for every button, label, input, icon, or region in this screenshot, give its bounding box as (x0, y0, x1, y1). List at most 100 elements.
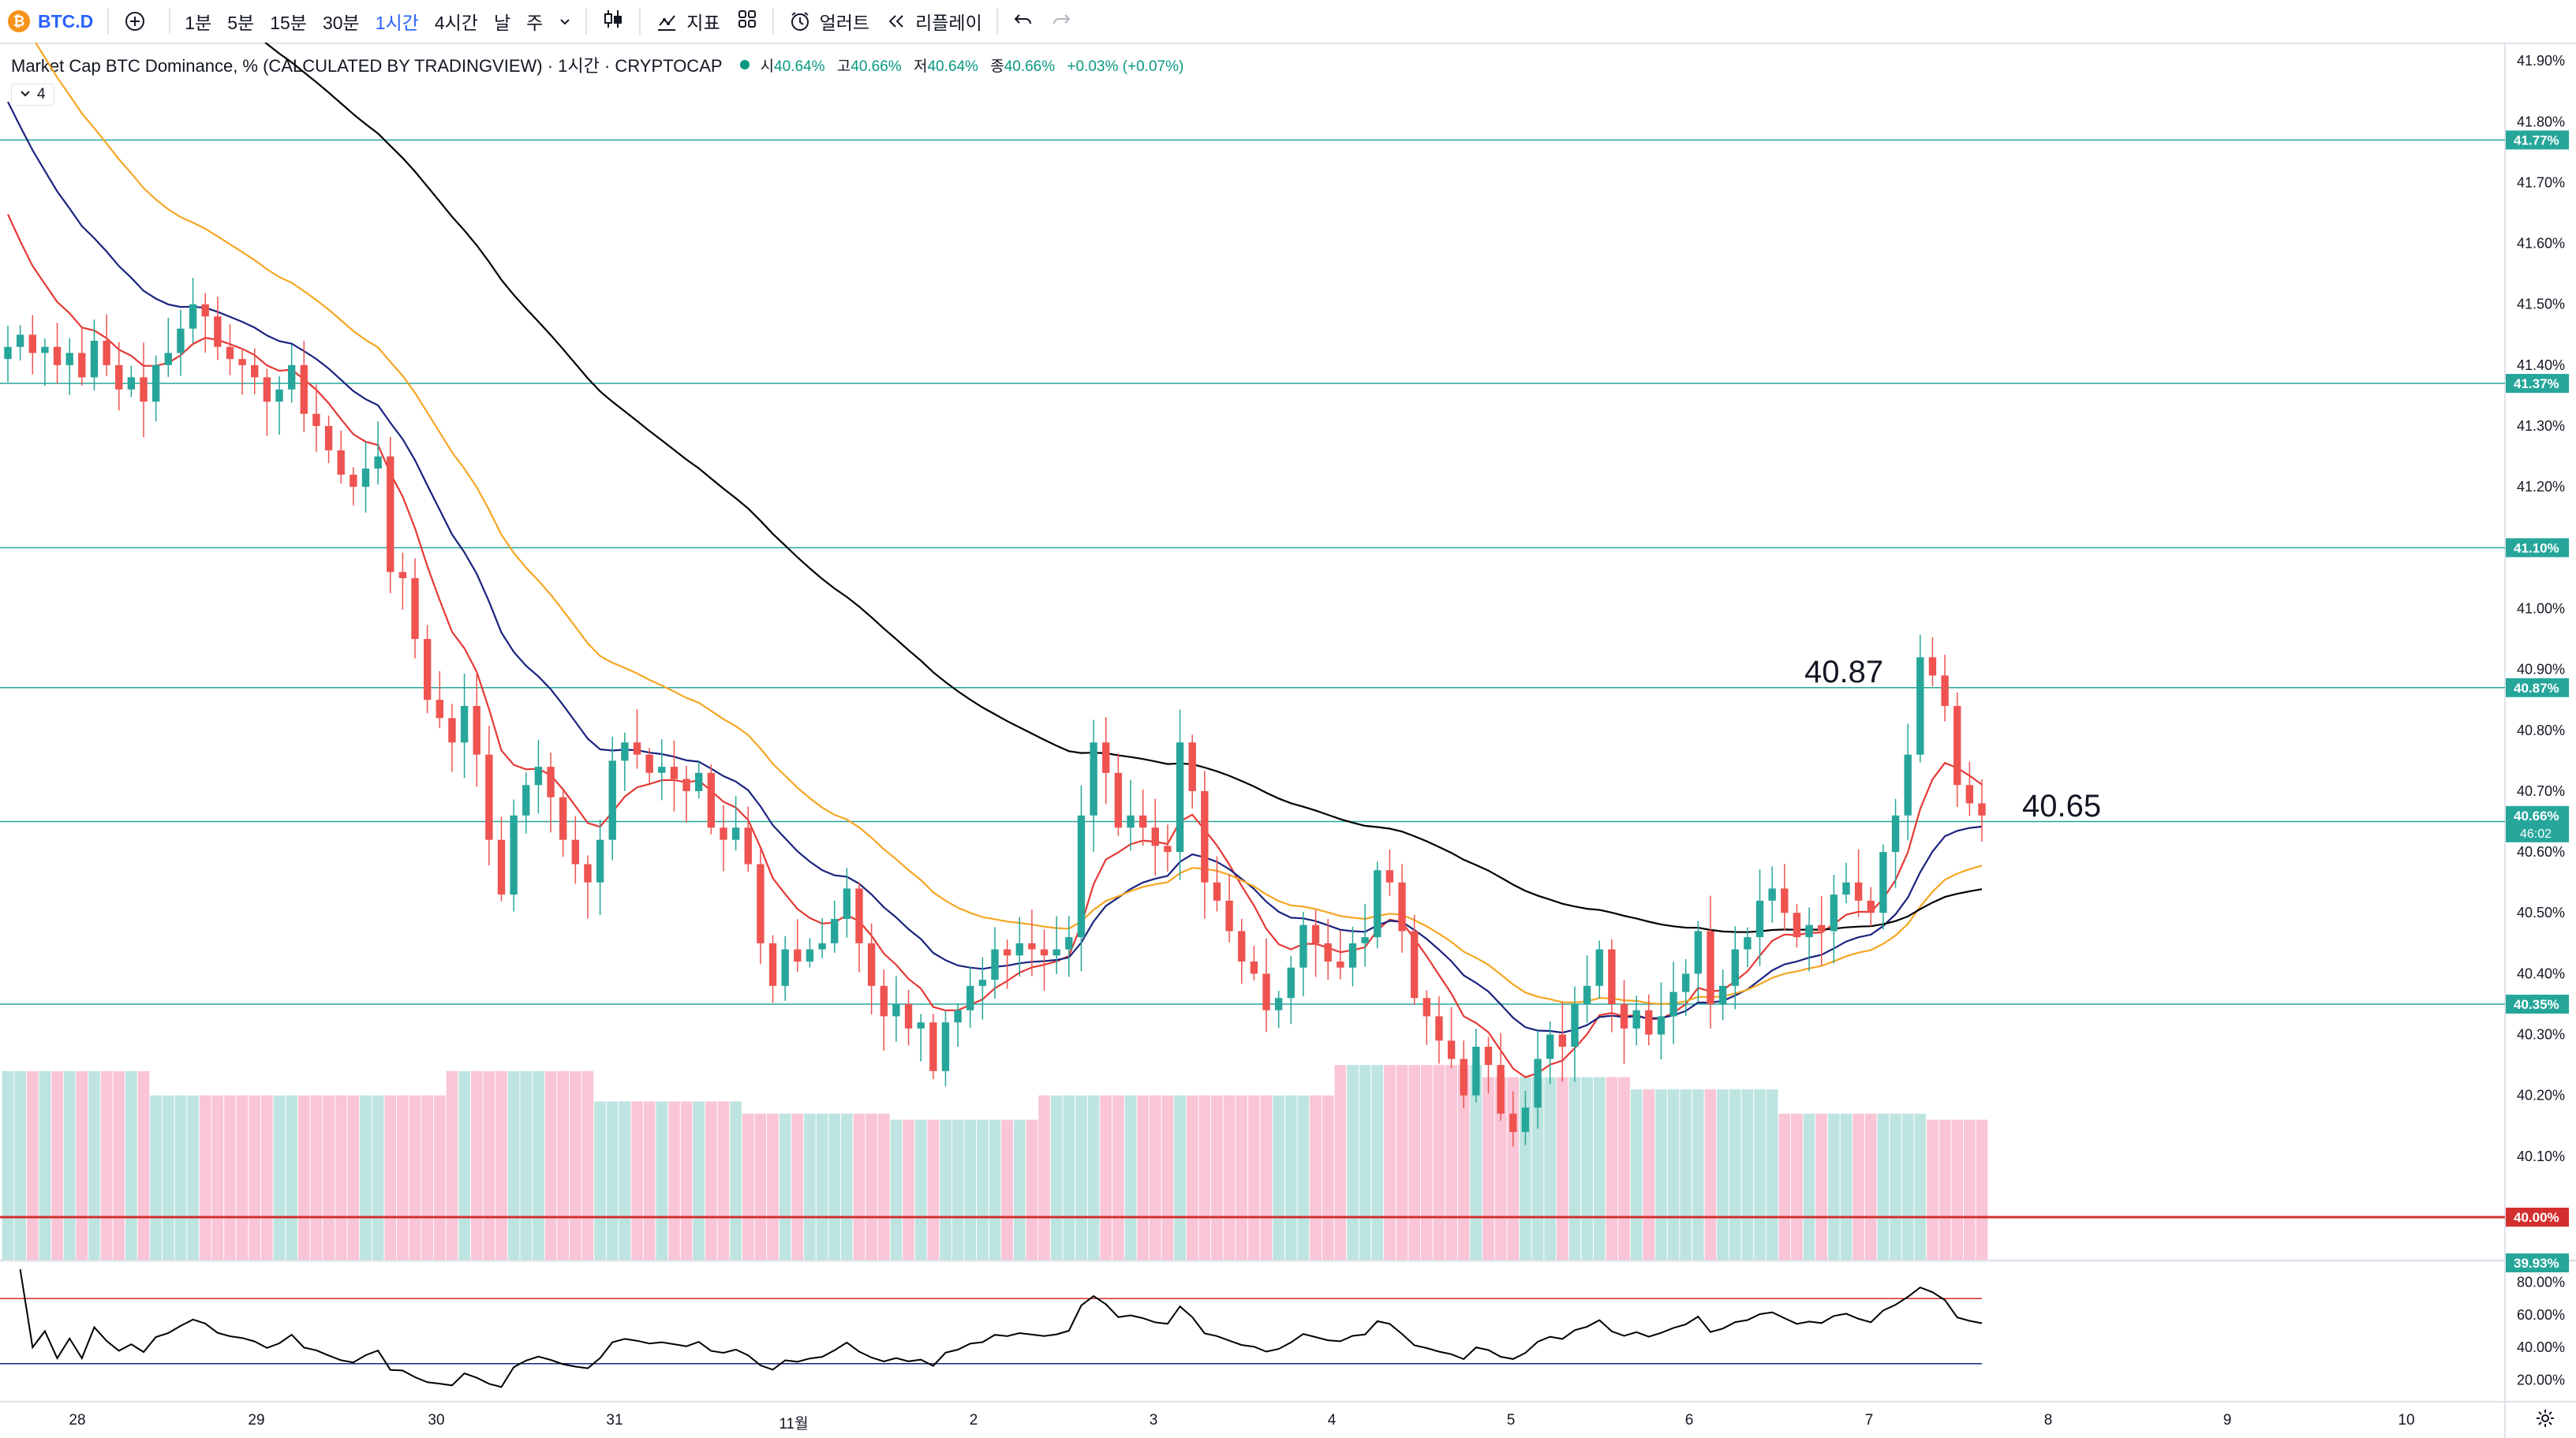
candle-body[interactable] (1003, 949, 1011, 956)
candle-body[interactable] (28, 334, 36, 353)
candle-body[interactable] (534, 767, 543, 786)
candle-body[interactable] (1138, 815, 1147, 828)
candle-body[interactable] (978, 980, 987, 986)
layouts-button[interactable] (728, 0, 766, 43)
candle-body[interactable] (1534, 1059, 1542, 1108)
candle-body[interactable] (1595, 949, 1603, 986)
candle-body[interactable] (1410, 931, 1419, 999)
rsi-line[interactable] (19, 1268, 1983, 1388)
candle-body[interactable] (1904, 754, 1912, 816)
replay-button[interactable]: 리플레이 (877, 0, 990, 43)
candle-body[interactable] (423, 639, 432, 700)
candle-body[interactable] (1744, 937, 1752, 950)
candle-body[interactable] (941, 1022, 950, 1071)
candle-body[interactable] (65, 353, 73, 365)
chart-type-button[interactable] (593, 0, 633, 43)
candle-body[interactable] (1694, 931, 1703, 974)
timeframe-button[interactable]: 1분 (185, 13, 212, 33)
candle-body[interactable] (1028, 943, 1036, 950)
indicators-button[interactable]: 지표 (647, 0, 727, 43)
candle-body[interactable] (115, 364, 123, 390)
candle-body[interactable] (658, 767, 666, 773)
candle-body[interactable] (744, 827, 752, 865)
candle-body[interactable] (1669, 992, 1677, 1017)
candle-body[interactable] (1645, 1010, 1653, 1035)
candle-body[interactable] (287, 364, 296, 390)
candle-body[interactable] (1472, 1046, 1480, 1096)
candle-body[interactable] (238, 359, 246, 365)
candle-body[interactable] (596, 839, 604, 883)
candle-body[interactable] (917, 1022, 925, 1029)
timeframe-button[interactable]: 4시간 (434, 13, 478, 33)
candle-body[interactable] (1348, 943, 1357, 968)
candle-body[interactable] (1793, 913, 1801, 938)
candle-body[interactable] (1040, 949, 1049, 956)
candle-body[interactable] (929, 1022, 937, 1071)
candle-body[interactable] (1879, 852, 1887, 913)
candle-body[interactable] (1361, 937, 1369, 943)
candle-body[interactable] (1435, 1016, 1443, 1041)
candle-body[interactable] (1891, 815, 1900, 853)
candle-body[interactable] (350, 474, 357, 487)
series-title[interactable]: Market Cap BTC Dominance, % (CALCULATED … (11, 56, 723, 76)
candle-body[interactable] (361, 469, 370, 487)
candle-body[interactable] (757, 864, 765, 943)
candle-body[interactable] (1337, 961, 1344, 968)
candle-body[interactable] (547, 767, 555, 797)
candle-body[interactable] (448, 718, 456, 743)
candle-body[interactable] (880, 985, 888, 1017)
candle-body[interactable] (16, 334, 24, 347)
candle-body[interactable] (411, 577, 419, 640)
timeframe-button[interactable]: 주 (526, 13, 544, 33)
candle-body[interactable] (337, 450, 345, 475)
candle-body[interactable] (1176, 742, 1184, 853)
candle-body[interactable] (707, 772, 716, 828)
candle-body[interactable] (1127, 815, 1135, 828)
candle-body[interactable] (1250, 961, 1258, 974)
candle-body[interactable] (1953, 705, 1961, 786)
candle-body[interactable] (300, 364, 308, 414)
candle-body[interactable] (768, 943, 777, 986)
candle-body[interactable] (1238, 931, 1246, 962)
candle-body[interactable] (387, 456, 394, 573)
candle-body[interactable] (201, 304, 209, 317)
candle-body[interactable] (473, 705, 480, 755)
timeframe-dropdown-button[interactable] (551, 0, 579, 43)
candle-body[interactable] (843, 888, 851, 919)
candle-body[interactable] (571, 839, 580, 865)
candle-body[interactable] (398, 572, 407, 578)
timeframe-button[interactable]: 15분 (270, 13, 307, 33)
candle-body[interactable] (312, 413, 320, 427)
candle-body[interactable] (1324, 943, 1332, 962)
candle-body[interactable] (460, 705, 469, 743)
ema-mid-line[interactable] (7, 101, 1983, 1034)
candle-body[interactable] (1718, 985, 1727, 1004)
candle-body[interactable] (966, 985, 974, 1010)
candle-body[interactable] (1842, 882, 1850, 895)
candle-body[interactable] (140, 377, 148, 402)
candle-body[interactable] (621, 742, 629, 761)
candle-body[interactable] (1707, 931, 1714, 1004)
candle-body[interactable] (1497, 1065, 1505, 1114)
candle-body[interactable] (695, 772, 703, 791)
timeframe-button[interactable]: 1시간 (375, 13, 419, 33)
candle-body[interactable] (41, 346, 49, 353)
candle-body[interactable] (1423, 998, 1431, 1017)
candle-body[interactable] (90, 341, 99, 378)
compare-button[interactable] (115, 0, 163, 43)
candle-body[interactable] (1867, 900, 1875, 913)
candle-body[interactable] (794, 949, 802, 962)
candle-body[interactable] (892, 1003, 900, 1017)
candle-body[interactable] (53, 346, 62, 365)
candle-body[interactable] (1398, 882, 1406, 932)
candle-body[interactable] (867, 943, 876, 986)
candle-body[interactable] (1571, 1003, 1579, 1047)
candle-body[interactable] (1620, 1003, 1628, 1029)
candle-body[interactable] (682, 779, 690, 791)
candle-body[interactable] (720, 827, 727, 840)
candle-body[interactable] (1818, 924, 1826, 932)
candle-body[interactable] (1521, 1107, 1530, 1132)
candle-body[interactable] (781, 949, 789, 986)
candle-body[interactable] (1657, 1016, 1666, 1035)
candle-body[interactable] (1916, 657, 1924, 755)
